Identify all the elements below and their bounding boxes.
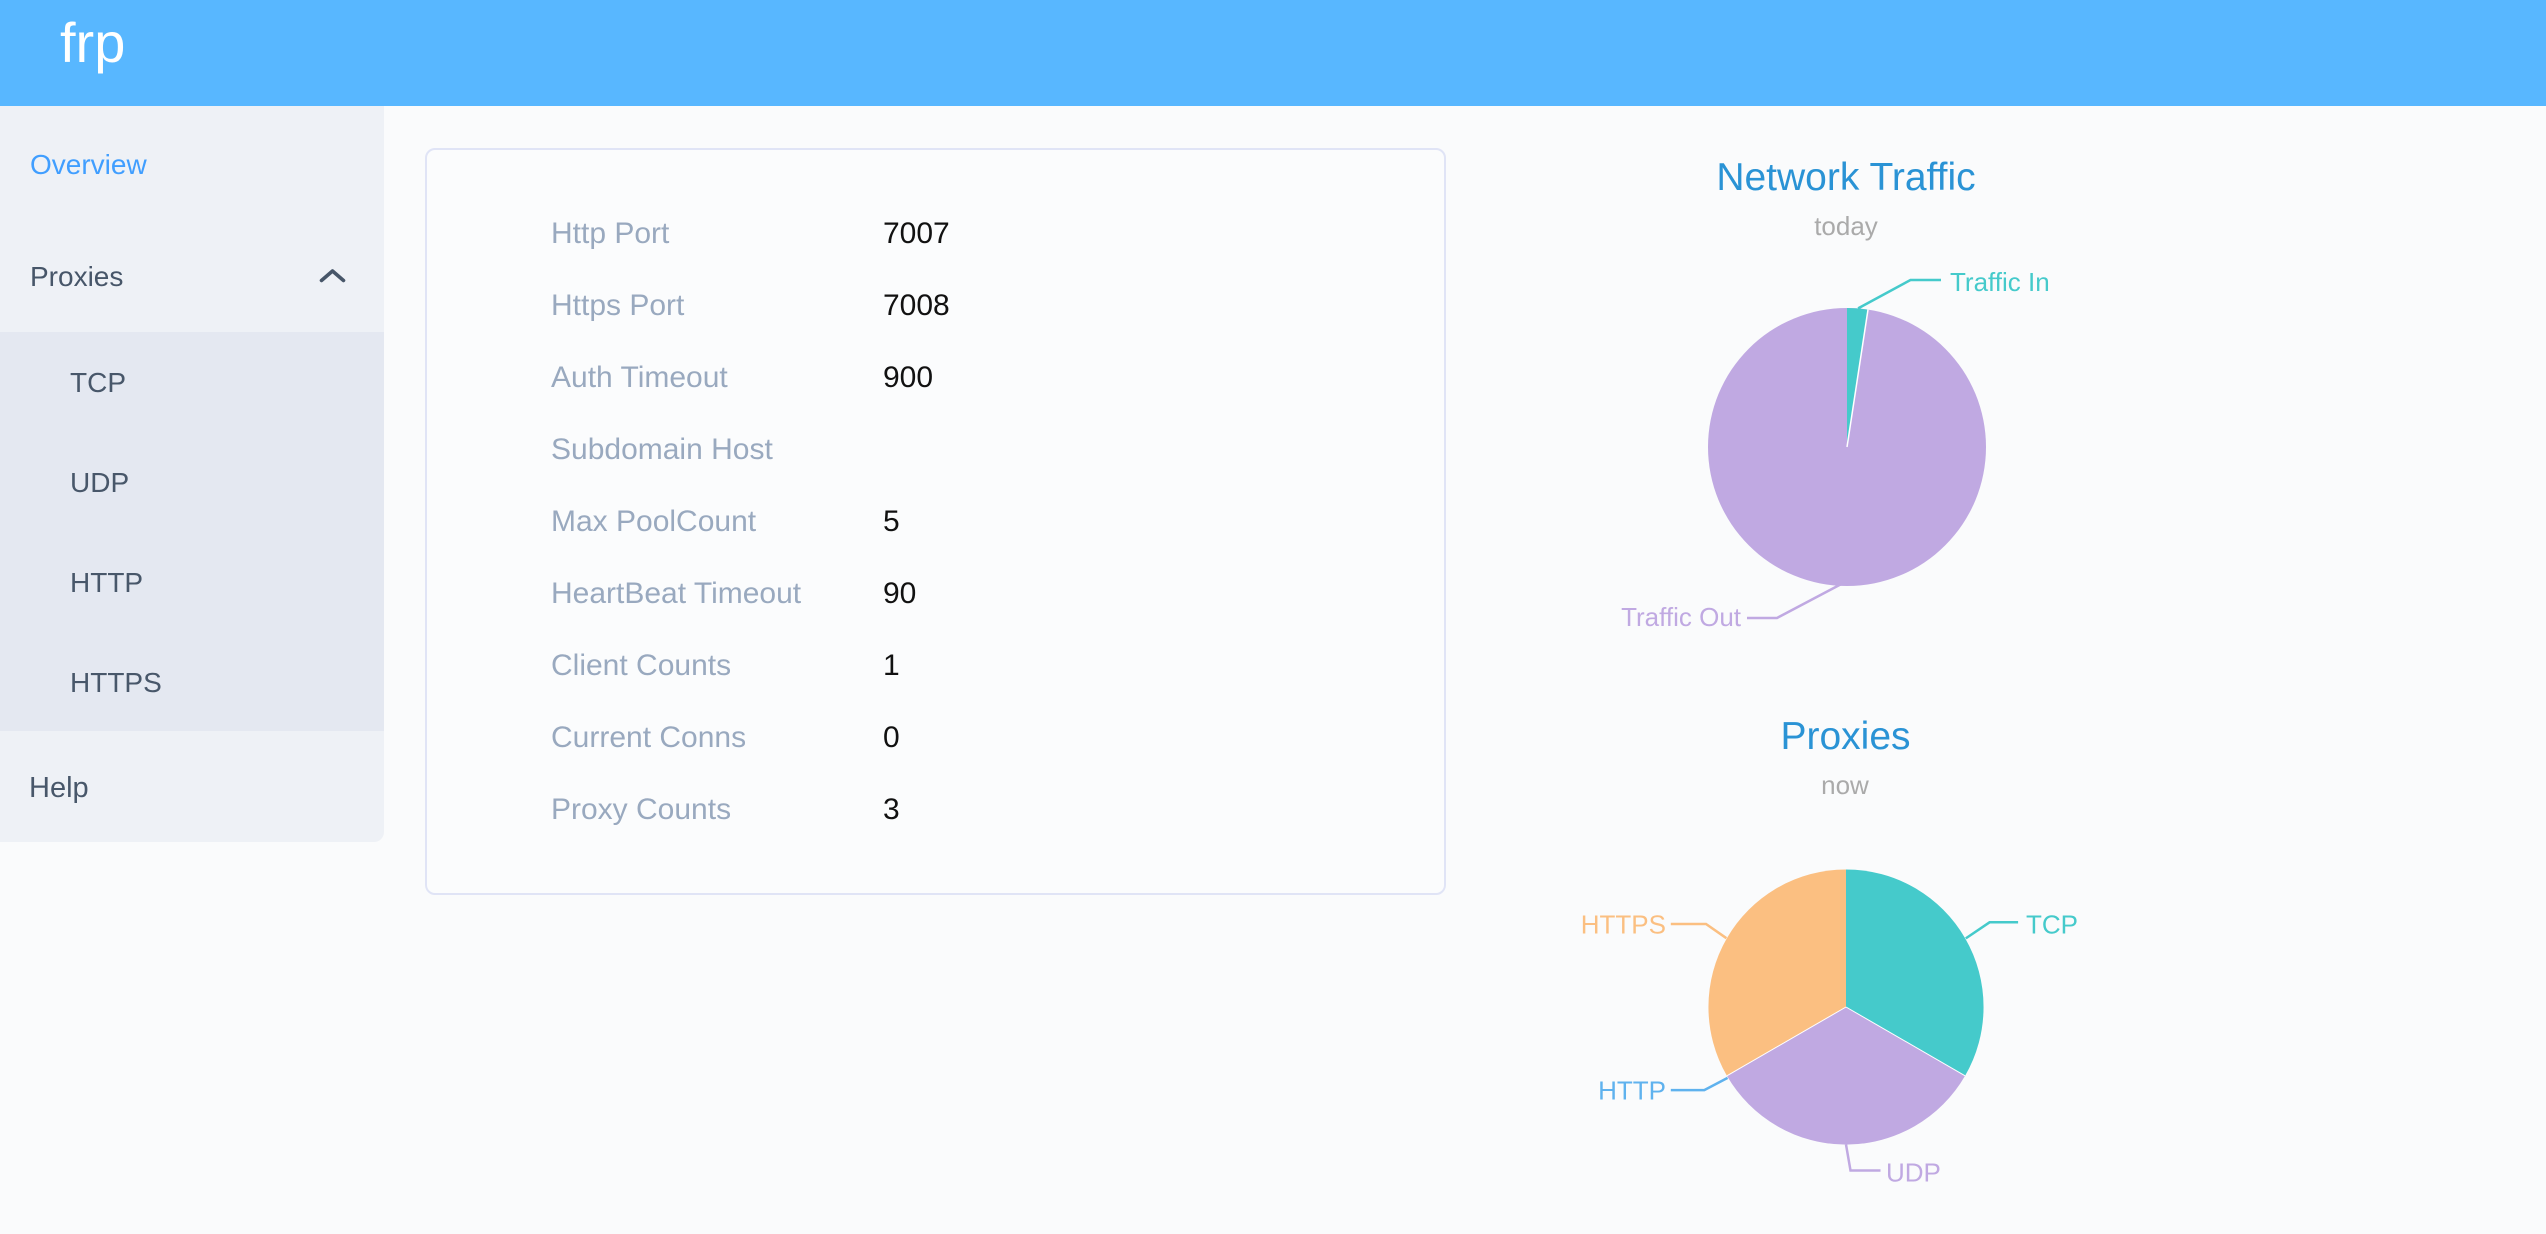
svg-text:today: today	[1814, 211, 1878, 241]
svg-text:Network Traffic: Network Traffic	[1716, 156, 1975, 199]
svg-text:now: now	[1821, 770, 1869, 800]
svg-text:Traffic Out: Traffic Out	[1621, 602, 1742, 632]
svg-text:TCP: TCP	[2026, 910, 2078, 940]
svg-text:Traffic In: Traffic In	[1950, 267, 2050, 297]
svg-text:Proxies: Proxies	[1780, 715, 1910, 758]
svg-text:UDP: UDP	[1886, 1158, 1941, 1188]
svg-text:HTTP: HTTP	[1598, 1076, 1666, 1106]
svg-text:HTTPS: HTTPS	[1581, 910, 1666, 940]
